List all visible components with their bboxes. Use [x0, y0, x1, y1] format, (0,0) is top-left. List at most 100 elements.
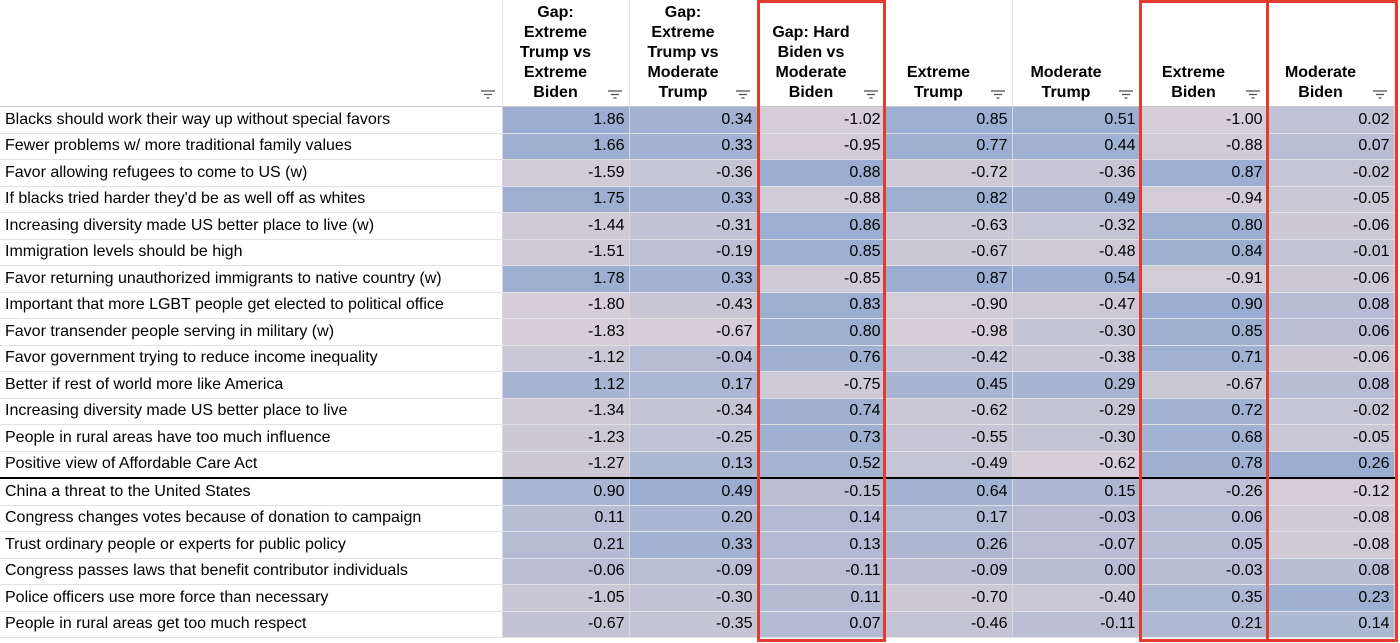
value-cell[interactable]: 0.90 — [502, 478, 630, 506]
value-cell[interactable]: -0.02 — [1267, 159, 1395, 187]
value-cell[interactable]: -0.43 — [629, 292, 758, 319]
value-cell[interactable]: 0.00 — [1012, 558, 1141, 585]
value-cell[interactable]: -0.08 — [1267, 505, 1395, 532]
value-cell[interactable]: 0.02 — [1267, 106, 1395, 134]
value-cell[interactable]: -0.94 — [1140, 186, 1268, 213]
value-cell[interactable]: 1.66 — [502, 133, 630, 160]
value-cell[interactable]: -1.44 — [502, 212, 630, 240]
value-cell[interactable]: -0.05 — [1267, 186, 1395, 213]
value-cell[interactable]: 0.35 — [1140, 584, 1268, 612]
value-cell[interactable]: -0.01 — [1267, 239, 1395, 266]
value-cell[interactable]: 0.52 — [757, 451, 886, 479]
value-cell[interactable]: 0.71 — [1140, 345, 1268, 372]
filter-icon[interactable] — [1118, 90, 1133, 99]
filter-icon[interactable] — [990, 90, 1005, 99]
value-cell[interactable]: -0.30 — [1012, 318, 1141, 346]
value-cell[interactable]: 0.13 — [757, 531, 886, 559]
value-cell[interactable]: 0.06 — [1140, 505, 1268, 532]
value-cell[interactable]: -0.06 — [1267, 345, 1395, 372]
value-cell[interactable]: -0.67 — [502, 611, 630, 638]
value-cell[interactable]: -0.95 — [757, 133, 886, 160]
value-cell[interactable]: 0.17 — [885, 505, 1013, 532]
value-cell[interactable]: 0.84 — [1140, 239, 1268, 266]
row-label[interactable]: Immigration levels should be high — [0, 239, 503, 266]
value-cell[interactable]: -0.62 — [1012, 451, 1141, 479]
value-cell[interactable]: 0.06 — [1267, 318, 1395, 346]
value-cell[interactable]: 0.85 — [1140, 318, 1268, 346]
value-cell[interactable]: -0.88 — [1140, 133, 1268, 160]
value-cell[interactable]: 0.68 — [1140, 424, 1268, 452]
filter-icon[interactable] — [607, 90, 622, 99]
value-cell[interactable]: 0.78 — [1140, 451, 1268, 479]
row-label[interactable]: People in rural areas get too much respe… — [0, 611, 503, 638]
value-cell[interactable]: 0.21 — [1140, 611, 1268, 638]
value-cell[interactable]: -0.06 — [1267, 212, 1395, 240]
row-label[interactable]: Better if rest of world more like Americ… — [0, 371, 503, 399]
value-cell[interactable]: -0.85 — [757, 265, 886, 293]
value-cell[interactable]: 0.86 — [757, 212, 886, 240]
value-cell[interactable]: -0.06 — [1267, 265, 1395, 293]
value-cell[interactable]: -1.51 — [502, 239, 630, 266]
value-cell[interactable]: -1.34 — [502, 398, 630, 425]
value-cell[interactable]: -1.12 — [502, 345, 630, 372]
row-label[interactable]: Favor returning unauthorized immigrants … — [0, 265, 503, 293]
value-cell[interactable]: -0.62 — [885, 398, 1013, 425]
filter-icon[interactable] — [735, 90, 750, 99]
value-cell[interactable]: -0.29 — [1012, 398, 1141, 425]
value-cell[interactable]: 0.26 — [885, 531, 1013, 559]
value-cell[interactable]: 0.05 — [1140, 531, 1268, 559]
value-cell[interactable]: -0.42 — [885, 345, 1013, 372]
value-cell[interactable]: 0.74 — [757, 398, 886, 425]
row-label[interactable]: Increasing diversity made US better plac… — [0, 398, 503, 425]
filter-icon[interactable] — [1245, 90, 1260, 99]
value-cell[interactable]: -0.15 — [757, 478, 886, 506]
value-cell[interactable]: 0.07 — [1267, 133, 1395, 160]
value-cell[interactable]: -0.70 — [885, 584, 1013, 612]
value-cell[interactable]: 0.44 — [1012, 133, 1141, 160]
value-cell[interactable]: 0.11 — [502, 505, 630, 532]
value-cell[interactable]: -0.40 — [1012, 584, 1141, 612]
value-cell[interactable]: -0.75 — [757, 371, 886, 399]
value-cell[interactable]: 0.08 — [1267, 371, 1395, 399]
value-cell[interactable]: 0.83 — [757, 292, 886, 319]
filter-icon[interactable] — [1372, 90, 1387, 99]
value-cell[interactable]: -0.72 — [885, 159, 1013, 187]
value-cell[interactable]: 0.80 — [757, 318, 886, 346]
value-cell[interactable]: 0.49 — [1012, 186, 1141, 213]
value-cell[interactable]: -0.36 — [1012, 159, 1141, 187]
header-cell[interactable]: Extreme Trump — [885, 0, 1013, 107]
value-cell[interactable]: 0.72 — [1140, 398, 1268, 425]
value-cell[interactable]: -0.25 — [629, 424, 758, 452]
value-cell[interactable]: 0.20 — [629, 505, 758, 532]
value-cell[interactable]: -0.09 — [629, 558, 758, 585]
header-cell-label[interactable] — [0, 0, 503, 107]
value-cell[interactable]: 0.33 — [629, 531, 758, 559]
value-cell[interactable]: 0.45 — [885, 371, 1013, 399]
value-cell[interactable]: -0.11 — [1012, 611, 1141, 638]
value-cell[interactable]: 0.64 — [885, 478, 1013, 506]
value-cell[interactable]: -0.03 — [1012, 505, 1141, 532]
value-cell[interactable]: -1.80 — [502, 292, 630, 319]
value-cell[interactable]: -1.27 — [502, 451, 630, 479]
row-label[interactable]: Trust ordinary people or experts for pub… — [0, 531, 503, 559]
value-cell[interactable]: 1.86 — [502, 106, 630, 134]
value-cell[interactable]: -1.83 — [502, 318, 630, 346]
header-cell[interactable]: Gap: Extreme Trump vs Moderate Trump — [629, 0, 758, 107]
value-cell[interactable]: 0.23 — [1267, 584, 1395, 612]
value-cell[interactable]: 0.82 — [885, 186, 1013, 213]
value-cell[interactable]: 0.76 — [757, 345, 886, 372]
value-cell[interactable]: 0.17 — [629, 371, 758, 399]
value-cell[interactable]: -0.49 — [885, 451, 1013, 479]
value-cell[interactable]: 0.14 — [757, 505, 886, 532]
value-cell[interactable]: -0.09 — [885, 558, 1013, 585]
value-cell[interactable]: 0.21 — [502, 531, 630, 559]
value-cell[interactable]: 0.77 — [885, 133, 1013, 160]
value-cell[interactable]: -1.59 — [502, 159, 630, 187]
header-cell[interactable]: Gap: Hard Biden vs Moderate Biden — [757, 0, 886, 107]
value-cell[interactable]: -0.31 — [629, 212, 758, 240]
value-cell[interactable]: -0.32 — [1012, 212, 1141, 240]
row-label[interactable]: Favor transender people serving in milit… — [0, 318, 503, 346]
value-cell[interactable]: 0.54 — [1012, 265, 1141, 293]
value-cell[interactable]: -0.88 — [757, 186, 886, 213]
row-label[interactable]: Favor government trying to reduce income… — [0, 345, 503, 372]
